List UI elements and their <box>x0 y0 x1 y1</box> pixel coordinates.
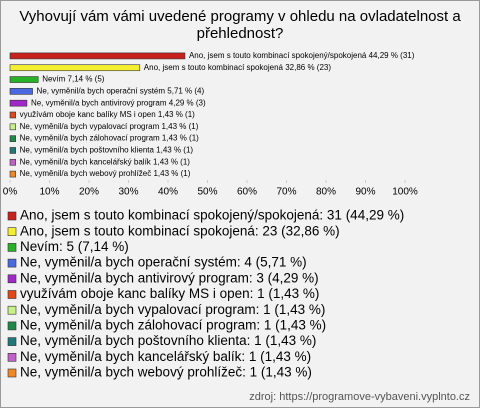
legend-label: Ne, vyměnil/a bych poštovního klienta: 1… <box>20 333 316 348</box>
bar <box>9 88 33 95</box>
bar <box>9 99 28 107</box>
bar-label: Ne, vyměnil/a bych antivirový program 4,… <box>31 98 206 107</box>
x-tick-label: 0% <box>3 187 18 198</box>
legend-label: Ne, vyměnil/a bych antivirový program: 3… <box>20 270 319 285</box>
legend-swatch <box>7 211 17 221</box>
bar <box>9 147 16 154</box>
bar <box>9 135 16 142</box>
x-tick-label: 70% <box>276 187 296 198</box>
bar-label: Ne, vyměnil/a bych operační systém 5,71 … <box>37 86 205 95</box>
legend-swatch <box>7 274 17 284</box>
chart-title: přehlednost? <box>197 25 284 42</box>
bar-label: Ne, vyměnil/a bych webový prohlížeč 1,43… <box>20 169 191 178</box>
bar-label: Nevím 7,14 % (5) <box>42 75 105 84</box>
legend-label: Nevím: 5 (7,14 %) <box>20 239 129 254</box>
legend-swatch <box>7 321 17 331</box>
legend-label: Ne, vyměnil/a bych operační systém: 4 (5… <box>20 255 307 270</box>
legend-label: Ne, vyměnil/a bych kancelářský balík: 1 … <box>20 349 311 364</box>
legend-swatch <box>7 368 17 378</box>
bar <box>9 76 39 83</box>
bar-label: Ano, jsem s touto kombinací spokojený/sp… <box>189 51 415 60</box>
bar <box>9 111 16 119</box>
x-tick-label: 60% <box>237 187 257 198</box>
x-tick-label: 10% <box>39 187 59 198</box>
legend-swatch <box>7 352 17 362</box>
legend-swatch <box>7 290 17 299</box>
legend-label: využívám oboje kanc balíky MS i open: 1 … <box>20 286 319 301</box>
legend-label: Ne, vyměnil/a bych webový prohlížeč: 1 (… <box>20 365 312 380</box>
source: zdroj: https://programove-vybaveni.vypln… <box>249 391 470 403</box>
bar <box>9 123 16 131</box>
bar-label: využívám oboje kanc balíky MS i open 1,4… <box>20 110 196 119</box>
bar <box>9 170 16 178</box>
legend-label: Ne, vyměnil/a bych vypalovací program: 1… <box>20 302 325 317</box>
x-tick-label: 90% <box>355 187 375 198</box>
bar-label: Ano, jsem s touto kombinací spokojená 32… <box>144 63 332 72</box>
legend-swatch <box>7 337 17 346</box>
legend-swatch <box>7 227 17 236</box>
bar <box>9 52 186 60</box>
x-tick-label: 50% <box>197 187 217 198</box>
legend-label: Ano, jsem s touto kombinací spokojený/sp… <box>20 208 404 223</box>
legend-swatch <box>7 258 17 268</box>
bar-label: Ne, vyměnil/a bych poštovního klienta 1,… <box>20 146 194 155</box>
bar-label: Ne, vyměnil/a bych kancelářský balík 1,4… <box>20 157 191 166</box>
legend-swatch <box>7 305 17 315</box>
x-tick-label: 30% <box>118 187 138 198</box>
legend-label: Ne, vyměnil/a bych zálohovací program: 1… <box>20 317 326 332</box>
x-tick-label: 40% <box>158 187 178 198</box>
bar <box>9 158 16 166</box>
chart-title: Vyhovují vám vámi uvedené programy v ohl… <box>19 8 461 25</box>
x-tick-label: 80% <box>316 187 336 198</box>
bar-label: Ne, vyměnil/a bych zálohovací program 1,… <box>20 134 200 143</box>
legend-swatch <box>7 243 17 252</box>
bar <box>9 64 141 72</box>
x-tick-label: 100% <box>392 187 418 198</box>
bar-label: Ne, vyměnil/a bych vypalovací program 1,… <box>20 122 199 131</box>
x-tick-label: 20% <box>79 187 99 198</box>
legend-label: Ano, jsem s touto kombinací spokojená: 2… <box>20 223 340 238</box>
